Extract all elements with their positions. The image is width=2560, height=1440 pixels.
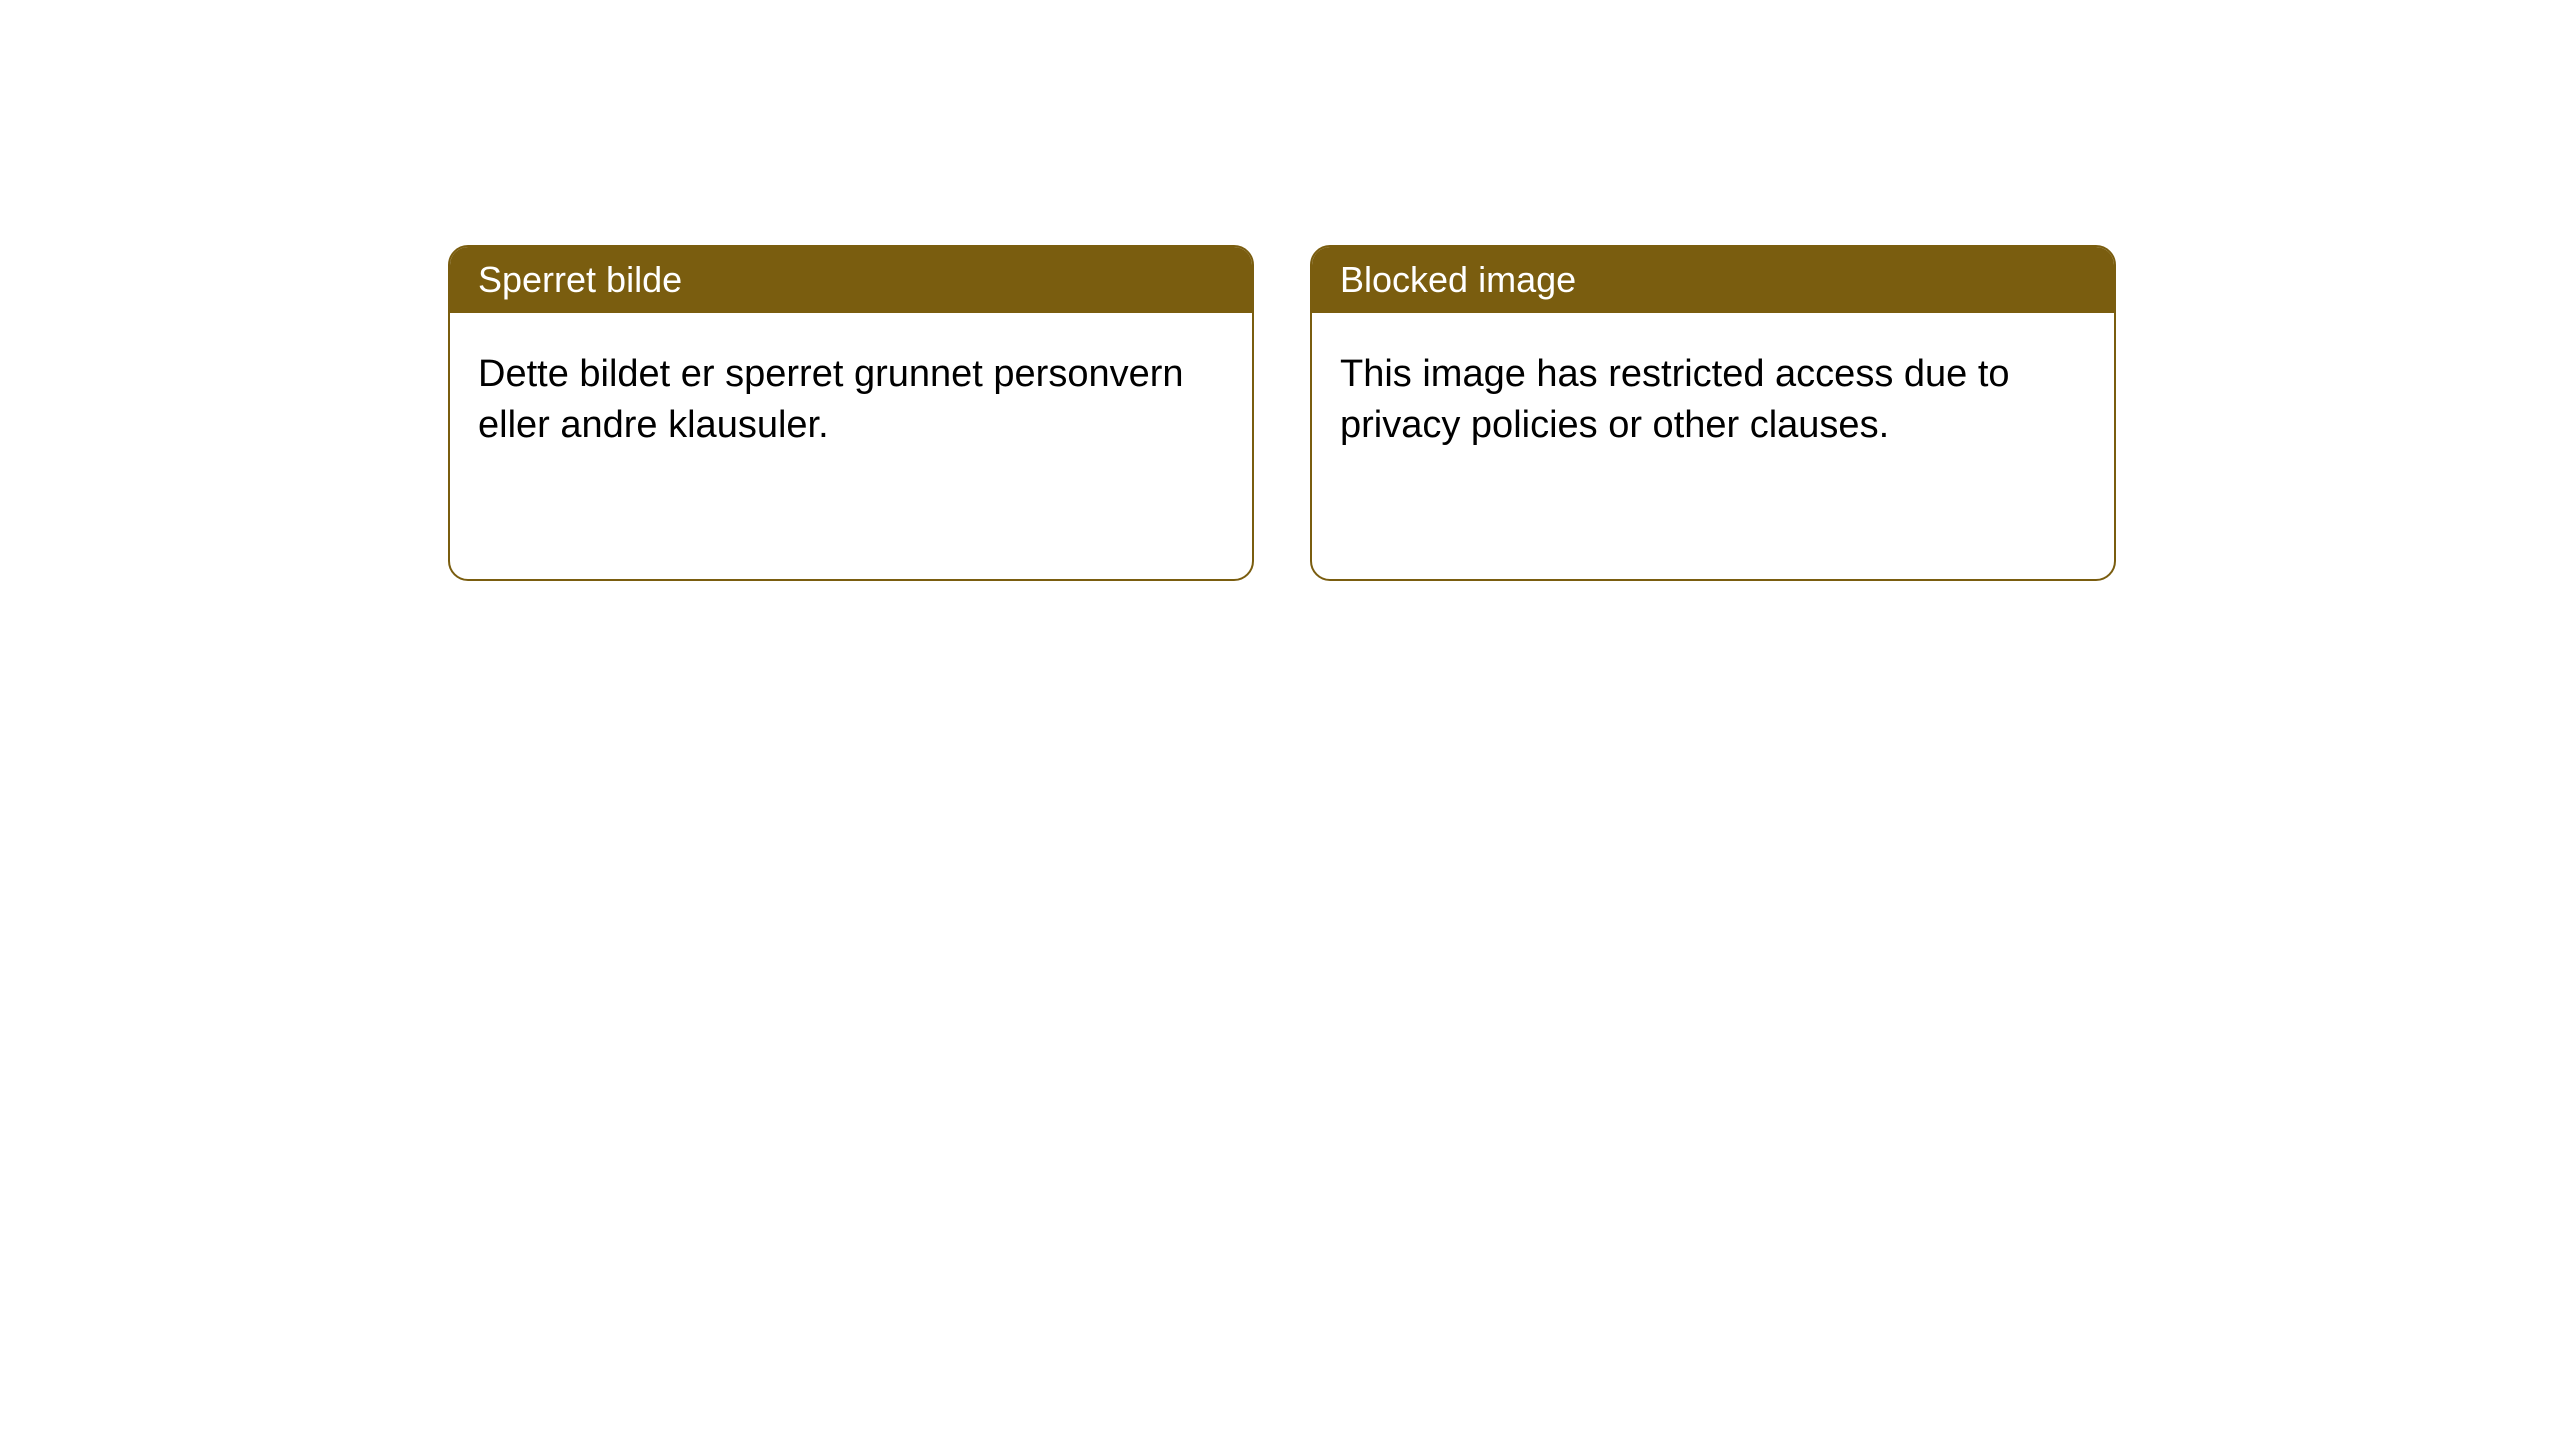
notice-card-english: Blocked image This image has restricted … [1310, 245, 2116, 581]
notice-container: Sperret bilde Dette bildet er sperret gr… [448, 245, 2116, 581]
notice-header: Sperret bilde [450, 247, 1252, 313]
notice-card-norwegian: Sperret bilde Dette bildet er sperret gr… [448, 245, 1254, 581]
notice-body: This image has restricted access due to … [1312, 313, 2114, 488]
notice-header: Blocked image [1312, 247, 2114, 313]
notice-body: Dette bildet er sperret grunnet personve… [450, 313, 1252, 488]
